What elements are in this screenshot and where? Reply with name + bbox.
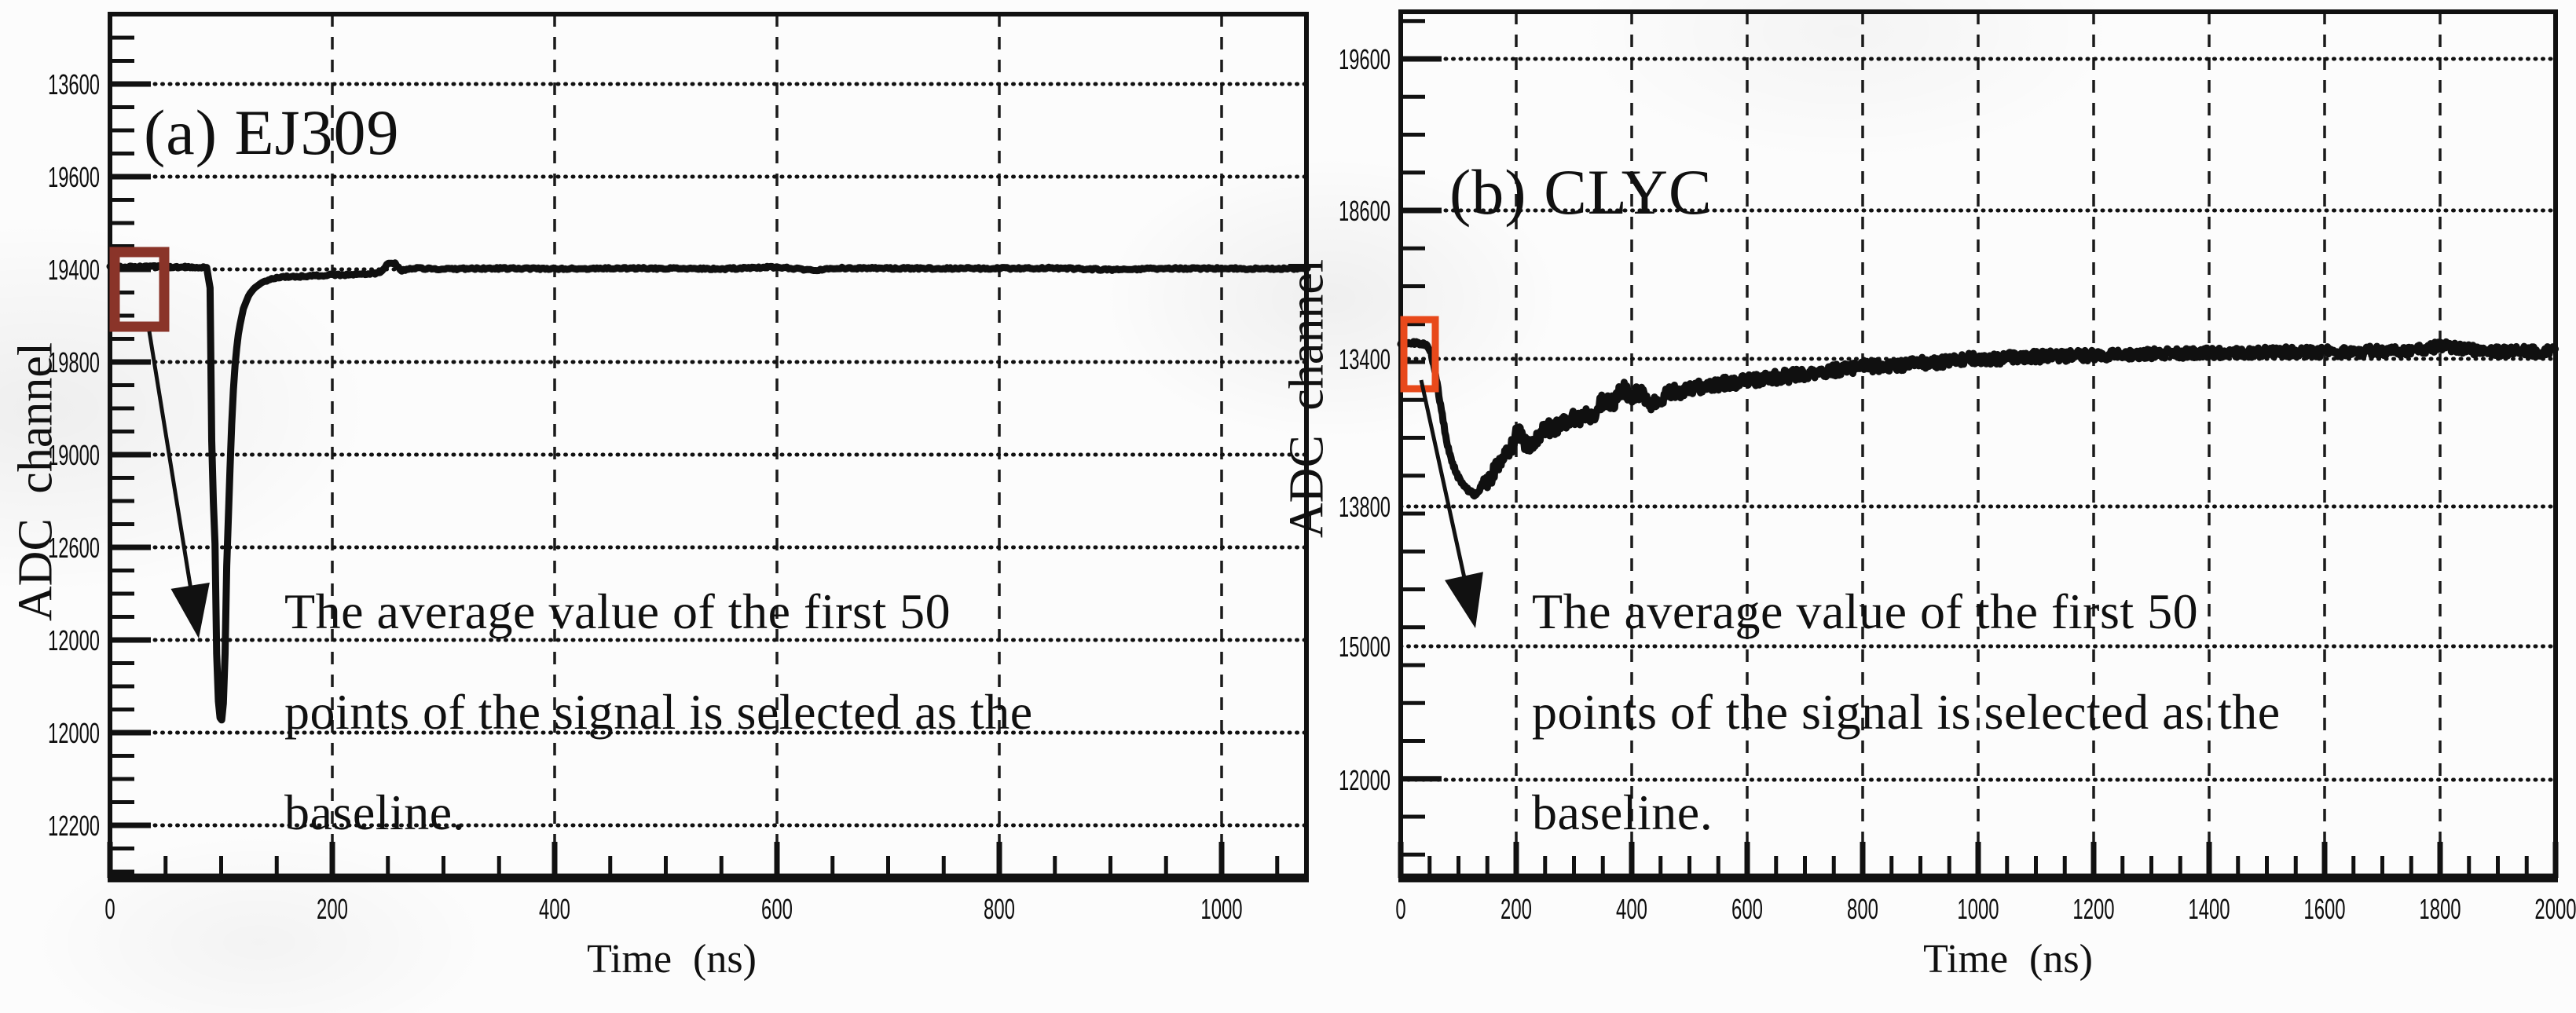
annotation-line-3: baseline. xyxy=(1532,784,1713,840)
y-tick-label: 13400 xyxy=(1339,343,1391,375)
x-tick-label: 400 xyxy=(1616,893,1647,925)
y-tick-label: 12000 xyxy=(1339,764,1391,796)
y-tick-label: 19600 xyxy=(1339,43,1391,75)
x-tick-label: 600 xyxy=(1731,893,1763,925)
x-tick-label: 1600 xyxy=(2303,893,2345,925)
x-tick-label: 400 xyxy=(539,893,570,925)
y-axis-title: ADC channel xyxy=(9,342,63,622)
annotation-line-3: baseline. xyxy=(284,784,466,840)
annotation-arrow-head xyxy=(1445,572,1483,628)
panel-a-title: (a) EJ309 xyxy=(144,97,400,168)
annotation-arrow-line xyxy=(1419,379,1468,583)
x-tick-label: 1200 xyxy=(2072,893,2114,925)
x-tick-label: 600 xyxy=(761,893,793,925)
y-tick-label: 19600 xyxy=(48,161,100,193)
y-tick-label: 19000 xyxy=(48,439,100,471)
x-tick-label: 1000 xyxy=(1200,893,1242,925)
annotation-arrow-line xyxy=(147,331,193,593)
x-axis-title: Time (ns) xyxy=(587,937,757,982)
y-tick-label: 19400 xyxy=(48,254,100,286)
baseline-highlight-box xyxy=(109,247,170,332)
y-tick-label: 12600 xyxy=(48,532,100,564)
x-tick-label: 200 xyxy=(1501,893,1532,925)
x-tick-label: 200 xyxy=(317,893,348,925)
y-tick-label: 19800 xyxy=(48,346,100,379)
y-tick-label: 12000 xyxy=(48,717,100,749)
x-tick-label: 1800 xyxy=(2419,893,2461,925)
x-tick-label: 1000 xyxy=(1957,893,1999,925)
annotation-line-1: The average value of the first 50 xyxy=(1532,583,2199,639)
signal-curve xyxy=(1397,338,2560,500)
x-tick-label: 2000 xyxy=(2534,893,2576,925)
y-tick-label: 12200 xyxy=(48,810,100,842)
panel-b-title: (b) CLYC xyxy=(1449,156,1713,228)
y-tick-label: 15000 xyxy=(1339,631,1391,663)
x-tick-label: 1400 xyxy=(2188,893,2230,925)
y-tick-label: 13800 xyxy=(1339,491,1391,523)
x-axis-title: Time (ns) xyxy=(1923,937,2093,982)
signal-curve xyxy=(106,259,1311,724)
x-tick-label: 0 xyxy=(1395,893,1405,925)
y-axis-title: ADC channel xyxy=(1280,258,1334,539)
y-tick-label: 18600 xyxy=(1339,195,1391,227)
annotation-line-1: The average value of the first 50 xyxy=(284,583,951,639)
annotation-line-2: points of the signal is selected as the xyxy=(1532,684,2281,740)
annotation-arrow-head xyxy=(170,582,210,638)
x-tick-label: 0 xyxy=(104,893,115,925)
y-tick-label: 12000 xyxy=(48,624,100,656)
annotation-line-2: points of the signal is selected as the xyxy=(284,684,1033,740)
baseline-highlight-box xyxy=(1400,316,1439,393)
y-tick-label: 13600 xyxy=(48,68,100,101)
x-tick-label: 800 xyxy=(984,893,1015,925)
x-tick-label: 800 xyxy=(1847,893,1878,925)
